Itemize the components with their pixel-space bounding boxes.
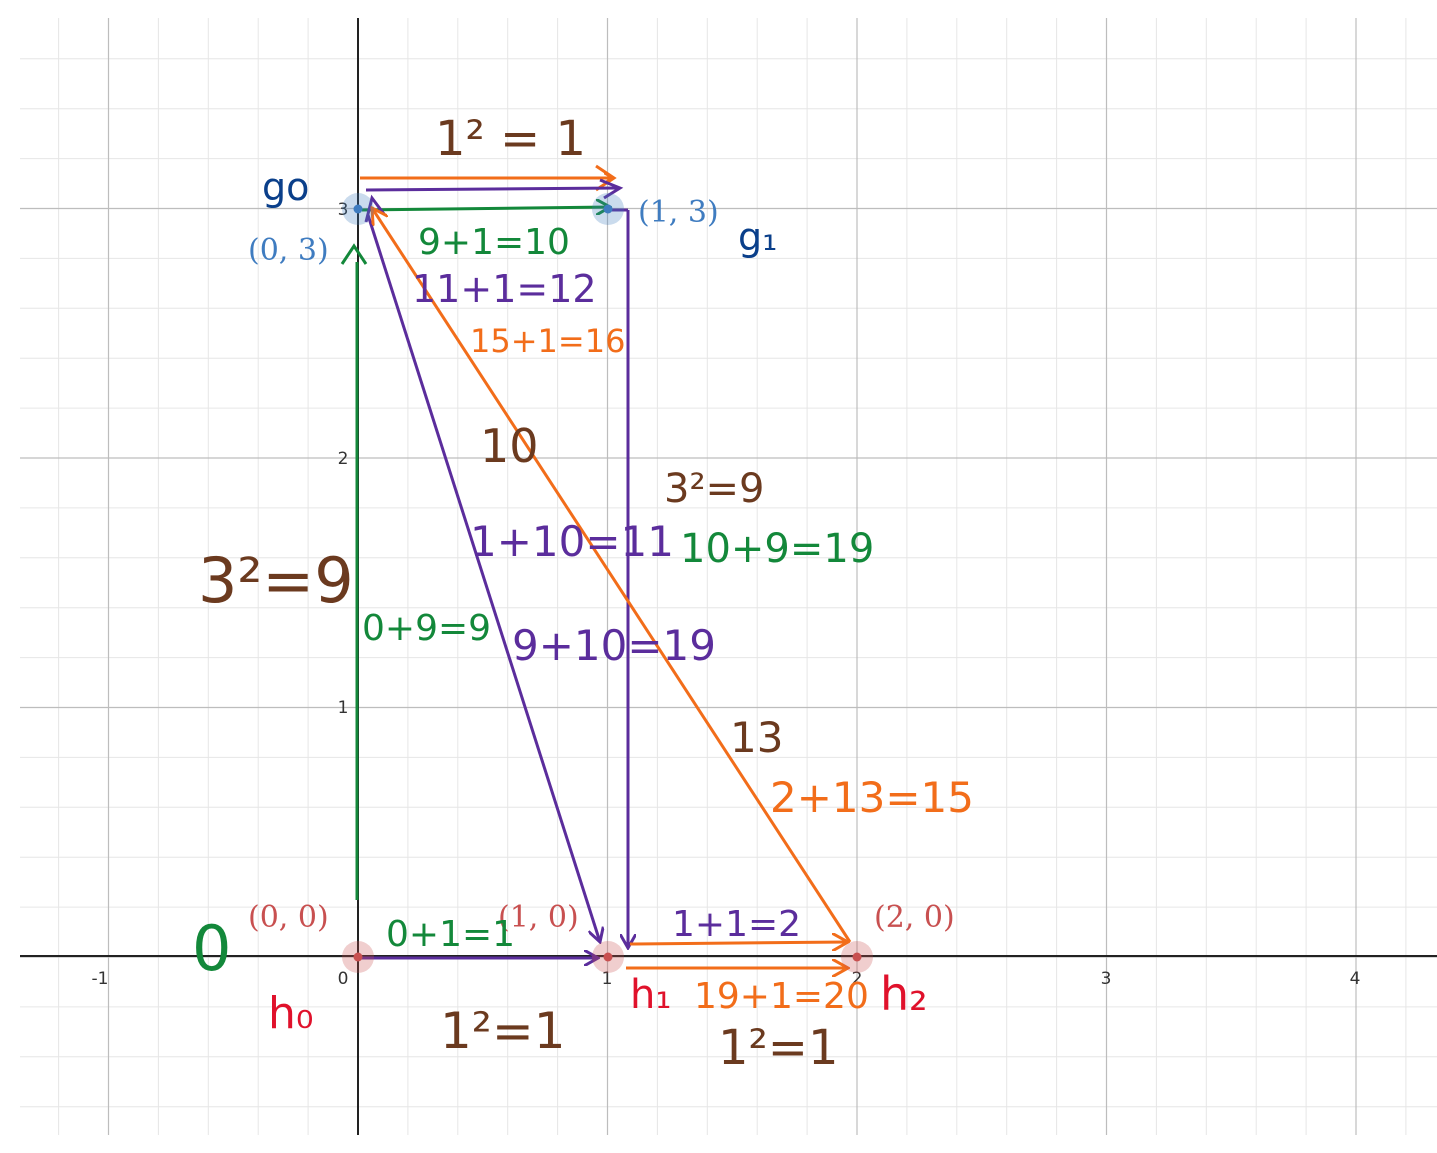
edge-purple-top [365, 186, 619, 192]
point-label-0-0: (0, 0) [248, 900, 329, 935]
annotation-zero: 0 [192, 912, 231, 985]
arrowhead [595, 164, 617, 192]
point-dot [603, 952, 613, 962]
annotation-green-left: 0+9=9 [362, 608, 491, 649]
point-dot [852, 952, 862, 962]
x-tick-label: 2 [852, 969, 863, 989]
arrowhead [599, 178, 624, 200]
annotation-right-vertical-cost: 3²=9 [664, 466, 764, 512]
annotation-orange-top: 15+1=16 [470, 322, 625, 360]
edge-orange-bottom-upper [629, 942, 848, 944]
annotation-purple-bottom-right: 1+1=2 [672, 904, 801, 945]
edge-orange-diagonal [372, 208, 852, 943]
annotation-green-top: 9+1=10 [418, 222, 570, 263]
annotation-green-right: 10+9=19 [680, 526, 874, 572]
x-tick-label: 3 [1101, 969, 1112, 989]
x-tick-label: 4 [1350, 969, 1361, 989]
annotation-orange-right: 2+13=15 [770, 773, 974, 822]
point-label-0-3: (0, 3) [248, 233, 329, 268]
x-tick-label: 1 [602, 969, 613, 989]
point-2-0[interactable] [841, 941, 873, 973]
annotation-purple-mid-low: 9+10=19 [512, 621, 716, 670]
annotation-h2: h₂ [880, 967, 928, 1021]
point-dot [353, 204, 363, 214]
point-1-0[interactable] [592, 941, 624, 973]
y-tick-labels: 1 2 3 [338, 200, 349, 718]
annotation-h0: h₀ [268, 988, 314, 1039]
x-tick-label: -1 [92, 969, 109, 989]
y-tick-label: 2 [338, 449, 349, 469]
point-dot [353, 952, 363, 962]
annotation-left-vertical-cost: 3²=9 [198, 544, 354, 617]
point-0-0[interactable] [342, 941, 374, 973]
point-label-1-0: (1, 0) [498, 900, 579, 935]
annotation-bottom-right-cost: 1²=1 [718, 1020, 839, 1076]
y-tick-label: 1 [338, 698, 349, 718]
arrowhead [340, 243, 368, 265]
annotation-top-orange-cost: 1² = 1 [435, 111, 586, 167]
edge-purple-diagonal [366, 214, 600, 942]
x-tick-label: 0 [338, 969, 349, 989]
y-tick-label: 3 [338, 200, 349, 220]
point-0-3[interactable] [342, 193, 374, 225]
annotation-g1: g₁ [738, 215, 777, 259]
edge-green-top [361, 207, 610, 210]
annotation-purple-top: 11+1=12 [412, 267, 597, 311]
x-tick-labels: -1 0 1 2 3 4 [92, 969, 1361, 989]
annotation-bottom-left-cost: 1²=1 [440, 1002, 566, 1060]
point-label-1-3: (1, 3) [638, 195, 719, 230]
minor-grid [20, 18, 1437, 1135]
annotation-purple-mid: 1+10=11 [470, 517, 674, 566]
annotation-ten: 10 [480, 419, 539, 473]
annotation-green-bottom: 0+1=1 [386, 914, 515, 955]
point-1-3[interactable] [592, 193, 624, 225]
annotation-orange-bottom: 19+1=20 [694, 976, 869, 1017]
point-label-2-0: (2, 0) [874, 900, 955, 935]
annotation-thirteen: 13 [730, 713, 783, 762]
annotation-g0: go [262, 165, 309, 209]
annotation-h1: h₁ [630, 972, 671, 1018]
point-dot [603, 204, 613, 214]
